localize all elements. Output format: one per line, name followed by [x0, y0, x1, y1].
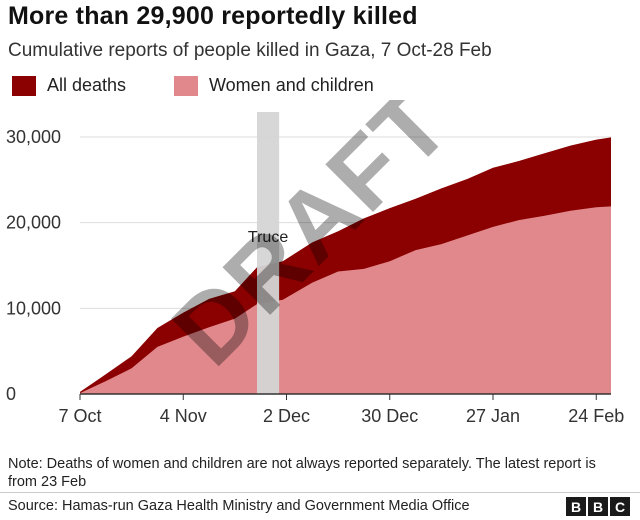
x-tick-label: 4 Nov	[160, 406, 207, 426]
y-tick-label: 10,000	[6, 298, 61, 318]
legend-item-all-deaths: All deaths	[12, 75, 126, 96]
y-tick-label: 30,000	[6, 127, 61, 147]
chart-area: 0 10,000 20,000 30,000 Truce 7 Oct 4 Nov 2 Dec 3…	[6, 100, 624, 426]
truce-label: Truce	[248, 229, 288, 246]
bbc-logo-letter: B	[588, 497, 608, 516]
bbc-logo-letter: B	[566, 497, 586, 516]
y-tick-label: 20,000	[6, 213, 61, 233]
legend-item-women-children: Women and children	[174, 75, 374, 96]
truce-band	[257, 112, 280, 394]
x-tick-label: 7 Oct	[58, 406, 101, 426]
legend-swatch-all-deaths	[12, 75, 36, 96]
chart-source: Source: Hamas-run Gaza Health Ministry a…	[8, 498, 470, 514]
chart-title: More than 29,900 reportedly killed	[8, 2, 418, 30]
legend-label-all-deaths: All deaths	[47, 75, 127, 95]
bbc-logo-letter: C	[610, 497, 630, 516]
chart-subtitle: Cumulative reports of people killed in G…	[8, 40, 492, 61]
area-series-women-children	[80, 206, 611, 394]
x-tick-label: 2 Dec	[263, 406, 310, 426]
y-tick-label: 0	[6, 384, 16, 404]
legend-label-women-children: Women and children	[209, 75, 374, 95]
bbc-logo: B B C	[566, 497, 630, 516]
x-tick-label: 27 Jan	[466, 406, 520, 426]
footer-divider	[0, 492, 640, 493]
x-tick-label: 30 Dec	[361, 406, 418, 426]
legend-swatch-women-children	[174, 75, 198, 96]
chart-note: Note: Deaths of women and children are n…	[8, 456, 596, 490]
x-tick-label: 24 Feb	[568, 406, 624, 426]
